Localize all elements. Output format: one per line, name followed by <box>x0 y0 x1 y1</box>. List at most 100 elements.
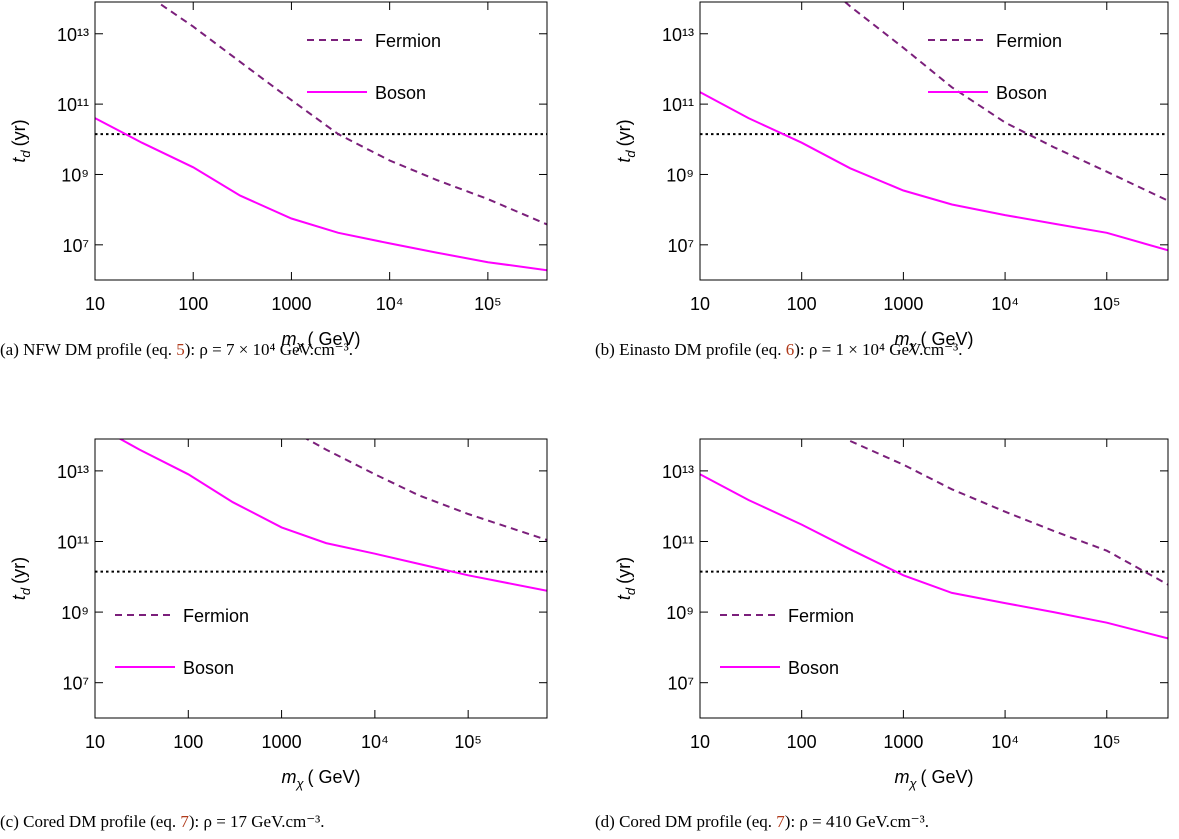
x-tick-label: 10⁴ <box>991 732 1019 752</box>
plot-frame <box>94 1 548 281</box>
chart: 10 100 1000 10⁴ 10⁵ 10⁷ 10⁹ 10¹¹ 10¹³ mχ ( GeV) td (… <box>614 438 1169 791</box>
legend-label: Boson <box>183 658 234 678</box>
caption-text: ): ρ = 410 GeV.cm⁻³. <box>784 812 929 831</box>
label-symbol: m <box>281 767 296 787</box>
label-symbol: m <box>894 767 909 787</box>
caption-text: (c) Cored DM profile (eq. <box>0 812 181 831</box>
label-unit: (yr) <box>614 119 634 146</box>
caption-text: ): ρ = 17 GeV.cm⁻³. <box>188 812 325 831</box>
chart: 10 100 1000 10⁴ 10⁵ 10⁷ 10⁹ 10¹¹ 10¹³ mχ ( GeV) td (… <box>9 438 548 791</box>
y-axis-label: td (yr) <box>9 119 33 162</box>
y-tick-label: 10¹³ <box>57 25 89 45</box>
y-tick-label: 10¹¹ <box>57 532 89 552</box>
caption-text: (a) NFW DM profile (eq. <box>0 340 177 359</box>
chart: 10 100 1000 10⁴ 10⁵ 10⁷ 10⁹ 10¹¹ 10¹³ mχ ( GeV) td (… <box>9 1 548 353</box>
y-tick-label: 10¹³ <box>57 462 89 482</box>
caption-text: ): ρ = 1 × 10⁴ GeV.cm⁻³. <box>794 340 963 359</box>
caption: (b) Einasto DM profile (eq. 6): ρ = 1 × … <box>595 340 1170 360</box>
x-tick-label: 100 <box>787 294 817 314</box>
x-tick-label: 10⁵ <box>474 294 501 314</box>
y-tick-label: 10⁷ <box>667 674 694 694</box>
caption-text: (b) Einasto DM profile (eq. <box>595 340 786 359</box>
x-tick-label: 100 <box>173 732 203 752</box>
x-axis-label: mχ ( GeV) <box>281 767 360 791</box>
x-axis-label: mχ ( GeV) <box>281 329 360 353</box>
caption-text: (d) Cored DM profile (eq. <box>595 812 777 831</box>
plot-frame <box>699 1 1169 281</box>
y-tick-label: 10⁹ <box>666 603 694 623</box>
plot-frame <box>699 438 1169 719</box>
legend-label: Fermion <box>183 606 249 626</box>
x-axis-label: mχ ( GeV) <box>894 767 973 791</box>
y-tick-label: 10¹¹ <box>662 95 694 115</box>
y-axis-label: td (yr) <box>614 557 638 600</box>
x-tick-label: 1000 <box>883 294 923 314</box>
label-symbol: t <box>614 157 634 163</box>
y-tick-label: 10⁹ <box>666 165 694 185</box>
series-line <box>700 473 1168 640</box>
caption-ref: 5 <box>176 340 185 359</box>
label-symbol: m <box>281 329 296 349</box>
x-tick-label: 1000 <box>271 294 311 314</box>
x-tick-label: 10 <box>690 294 710 314</box>
series-line <box>843 2 1168 202</box>
legend-label: Boson <box>996 83 1047 103</box>
y-tick-label: 10⁷ <box>667 236 694 256</box>
label-subscript: d <box>18 150 33 158</box>
x-axis-label: mχ ( GeV) <box>894 329 973 353</box>
legend-label: Boson <box>788 658 839 678</box>
y-axis-label: td (yr) <box>9 557 33 600</box>
label-subscript: χ <box>295 338 304 353</box>
caption-ref: 7 <box>180 812 189 831</box>
y-tick-label: 10¹³ <box>662 25 694 45</box>
series-line <box>118 439 547 592</box>
x-tick-label: 1000 <box>262 732 302 752</box>
label-symbol: m <box>894 329 909 349</box>
x-tick-label: 10⁴ <box>991 294 1019 314</box>
label-subscript: d <box>623 150 638 158</box>
label-unit: (yr) <box>9 557 29 584</box>
y-tick-label: 10¹³ <box>662 462 694 482</box>
label-symbol: t <box>614 594 634 600</box>
series-line <box>155 2 547 226</box>
caption: (a) NFW DM profile (eq. 5): ρ = 7 × 10⁴ … <box>0 340 575 360</box>
x-tick-label: 1000 <box>883 732 923 752</box>
legend-label: Boson <box>375 83 426 103</box>
x-tick-label: 10⁵ <box>454 732 481 752</box>
legend-label: Fermion <box>788 606 854 626</box>
legend-label: Fermion <box>996 31 1062 51</box>
x-tick-label: 10⁴ <box>361 732 389 752</box>
chart: 10 100 1000 10⁴ 10⁵ 10⁷ 10⁹ 10¹¹ 10¹³ mχ ( GeV) td (… <box>614 1 1169 353</box>
label-subscript: d <box>623 587 638 595</box>
series-line <box>304 439 547 541</box>
y-tick-label: 10¹¹ <box>662 532 694 552</box>
label-unit: ( GeV) <box>921 767 974 787</box>
series-line <box>849 440 1168 586</box>
series-line <box>700 91 1168 252</box>
x-tick-label: 10 <box>85 294 105 314</box>
label-unit: ( GeV) <box>921 329 974 349</box>
label-unit: (yr) <box>614 557 634 584</box>
label-unit: (yr) <box>9 119 29 146</box>
label-subscript: χ <box>908 338 917 353</box>
y-tick-label: 10⁹ <box>61 603 89 623</box>
label-symbol: t <box>9 594 29 600</box>
label-subscript: χ <box>908 776 917 791</box>
label-subscript: d <box>18 587 33 595</box>
label-unit: ( GeV) <box>308 767 361 787</box>
x-tick-label: 10 <box>85 732 105 752</box>
x-tick-label: 100 <box>178 294 208 314</box>
caption: (c) Cored DM profile (eq. 7): ρ = 17 GeV… <box>0 812 575 832</box>
legend-label: Fermion <box>375 31 441 51</box>
label-unit: ( GeV) <box>308 329 361 349</box>
y-axis-label: td (yr) <box>614 119 638 162</box>
label-subscript: χ <box>295 776 304 791</box>
label-symbol: t <box>9 157 29 163</box>
x-tick-label: 10⁵ <box>1093 294 1120 314</box>
y-tick-label: 10¹¹ <box>57 95 89 115</box>
x-tick-label: 10⁵ <box>1093 732 1120 752</box>
x-tick-label: 10 <box>690 732 710 752</box>
y-tick-label: 10⁷ <box>62 236 89 256</box>
